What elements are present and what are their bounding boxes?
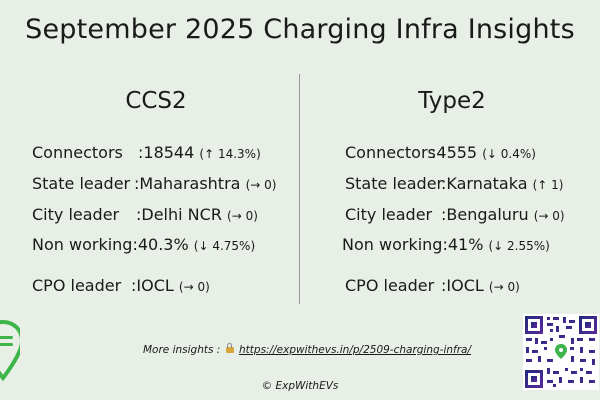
row-label: Non working: [32, 235, 133, 254]
row-value: Bengaluru: [446, 205, 529, 224]
row-value: IOCL: [446, 276, 484, 295]
ccs2-non-working-row: Non working : 40.3% (↓ 4.75%): [32, 235, 255, 254]
row-separator: :: [134, 174, 140, 193]
page-title: September 2025 Charging Infra Insights: [25, 14, 575, 45]
row-separator: :: [441, 174, 447, 193]
row-change: (↓ 0.4%): [482, 147, 536, 161]
row-value: 18544: [143, 143, 195, 162]
insights-link[interactable]: https://expwithevs.in/p/2509-charging-in…: [239, 344, 472, 356]
type2-heading: Type2: [418, 88, 486, 114]
row-change: (→ 0): [245, 178, 277, 192]
plug-pin-logo-icon: [0, 320, 20, 382]
more-insights-label: More insights :: [143, 344, 221, 356]
row-separator: :: [136, 205, 142, 224]
ccs2-heading: CCS2: [125, 88, 187, 114]
column-divider: [299, 74, 300, 304]
row-value: Karnataka: [446, 174, 528, 193]
row-change: (↑ 1): [532, 178, 564, 192]
row-change: (↓ 2.55%): [488, 239, 550, 253]
row-change: (↑ 14.3%): [199, 147, 261, 161]
ccs2-city-leader-row: City leader : Delhi NCR (→ 0): [32, 205, 258, 224]
row-separator: :: [442, 235, 448, 254]
row-value: Delhi NCR: [141, 205, 222, 224]
row-change: (↓ 4.75%): [193, 239, 256, 253]
row-label: State leader: [32, 174, 131, 193]
type2-connectors-row: Connectors : 4555 (↓ 0.4%): [345, 143, 536, 162]
row-separator: :: [441, 205, 447, 224]
row-label: Connectors: [32, 143, 123, 162]
lock-icon: [225, 343, 234, 353]
qr-code-icon[interactable]: [523, 314, 599, 390]
type2-state-leader-row: State leader : Karnataka (↑ 1): [345, 174, 563, 193]
ccs2-cpo-leader-row: CPO leader : IOCL (→ 0): [32, 276, 210, 295]
row-value: Maharashtra: [139, 174, 241, 193]
row-label: State leader: [345, 174, 444, 193]
row-label: City leader: [345, 205, 433, 224]
row-value: IOCL: [136, 276, 174, 295]
row-value: 40.3%: [137, 235, 189, 254]
row-change: (→ 0): [178, 280, 210, 294]
row-separator: :: [138, 143, 144, 162]
row-label: CPO leader: [32, 276, 122, 295]
row-value: 4555: [436, 143, 478, 162]
row-value: 41%: [447, 235, 484, 254]
copyright: © ExpWithEVs: [261, 380, 339, 392]
ccs2-connectors-row: Connectors : 18544 (↑ 14.3%): [32, 143, 261, 162]
row-label: City leader: [32, 205, 120, 224]
row-change: (→ 0): [227, 209, 258, 223]
more-insights: More insights : https://expwithevs.in/p/…: [143, 343, 472, 356]
row-label: Non working: [342, 235, 443, 254]
type2-non-working-row: Non working : 41% (↓ 2.55%): [342, 235, 550, 254]
ccs2-state-leader-row: State leader : Maharashtra (→ 0): [32, 174, 276, 193]
row-separator: :: [131, 276, 137, 295]
row-separator: :: [132, 235, 138, 254]
row-separator: :: [431, 143, 437, 162]
row-change: (→ 0): [488, 280, 520, 294]
row-label: CPO leader: [345, 276, 435, 295]
row-separator: :: [441, 276, 447, 295]
row-change: (→ 0): [533, 209, 565, 223]
row-label: Connectors: [345, 143, 436, 162]
type2-cpo-leader-row: CPO leader : IOCL (→ 0): [345, 276, 520, 295]
type2-city-leader-row: City leader : Bengaluru (→ 0): [345, 205, 565, 224]
